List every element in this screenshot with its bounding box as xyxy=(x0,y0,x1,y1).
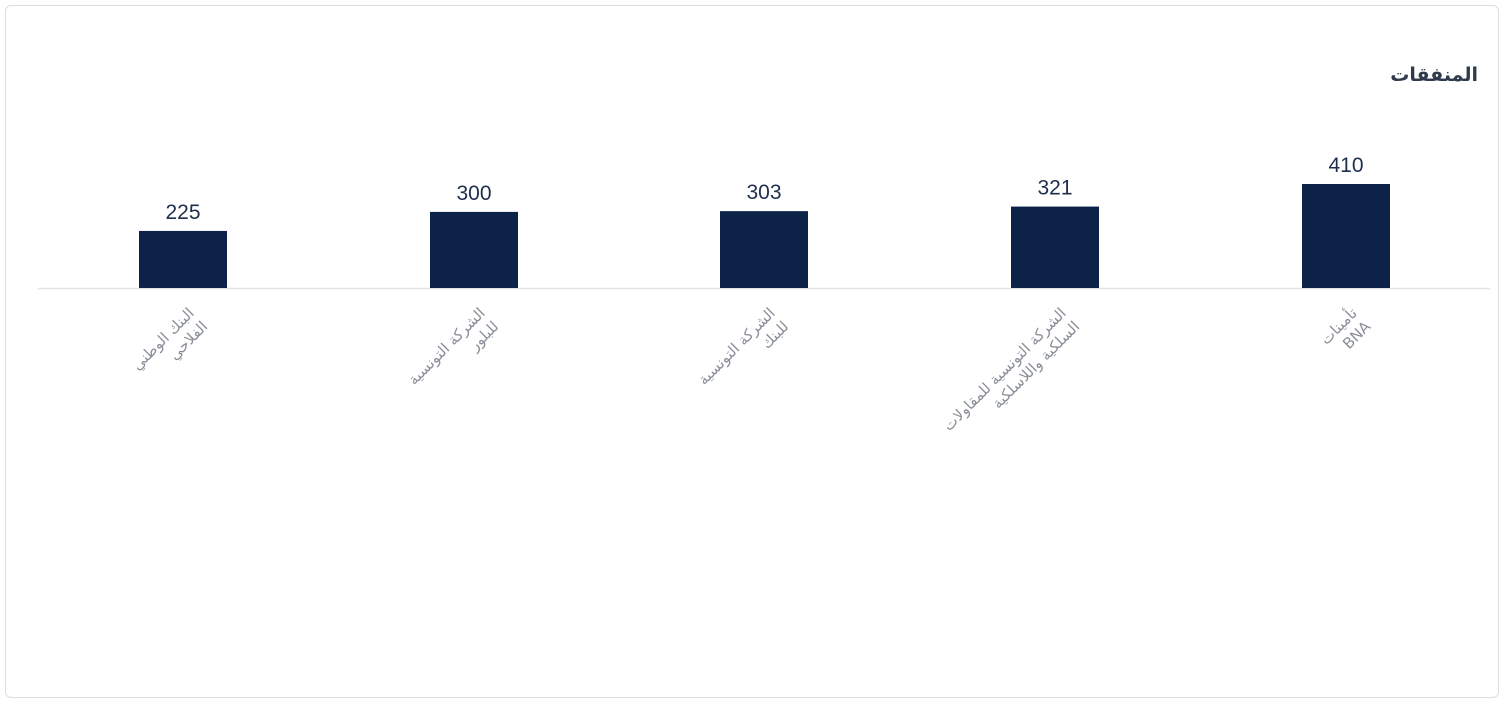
chart-title: المنفقات xyxy=(1390,64,1478,86)
bar[interactable] xyxy=(720,211,808,288)
chart-card: المنفقات xyxy=(5,5,1499,698)
data-label: 321 xyxy=(1037,177,1072,200)
data-label: 225 xyxy=(165,201,200,224)
bar[interactable] xyxy=(1302,184,1390,288)
data-label: 410 xyxy=(1328,154,1363,177)
tick-label: الشركة التونسية للمقاولات xyxy=(939,304,1069,434)
data-label: 300 xyxy=(456,182,491,205)
bar[interactable] xyxy=(1011,206,1099,288)
data-label: 303 xyxy=(746,181,781,204)
bar[interactable] xyxy=(139,230,227,288)
bar[interactable] xyxy=(430,211,518,288)
